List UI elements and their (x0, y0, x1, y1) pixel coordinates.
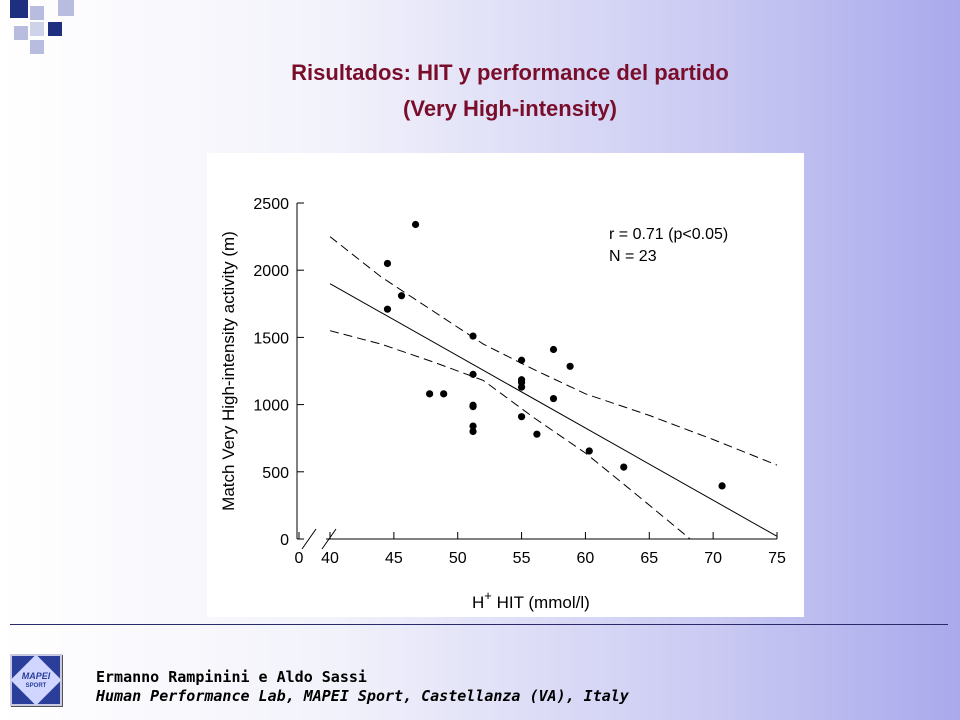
slide-subtitle: (Very High-intensity) (403, 96, 617, 121)
footer-authors: Ermanno Rampinini e Aldo Sassi (96, 668, 367, 686)
x-tick-label: 0 (295, 550, 304, 567)
scatter-point (566, 362, 574, 370)
scatter-point (469, 370, 477, 378)
y-tick-label: 0 (280, 532, 289, 549)
regression-line-group (329, 283, 778, 537)
scatter-point (383, 305, 392, 313)
mapei-logo: MAPEI SPORT (10, 654, 62, 706)
corner-decoration (0, 0, 90, 60)
chart-panel: 0 500 1000 1500 2000 2500 0 40 45 50 55 60 65 70 75 r … (207, 153, 804, 617)
deco-square-4 (14, 26, 28, 40)
x-axis-label-main: H (472, 593, 484, 612)
x-tick-label: 60 (577, 550, 595, 567)
x-axis-label: H+ HIT (mmol/l) (472, 588, 590, 612)
scatter-point (718, 482, 726, 490)
data-points (383, 220, 726, 490)
deco-square-7 (30, 40, 44, 54)
x-tick-label: 65 (640, 550, 658, 567)
axis-break-mark-2 (321, 528, 337, 550)
scatter-point (533, 430, 541, 438)
logo-subtext: SPORT (25, 683, 47, 689)
scatter-point (383, 259, 392, 268)
deco-square-6 (48, 22, 62, 36)
chart-axes: 0 500 1000 1500 2000 2500 0 40 45 50 55 60 65 70 75 (253, 196, 786, 567)
x-axis-label-rest: HIT (mmol/l) (492, 593, 590, 612)
footer-affiliation: Human Performance Lab, MAPEI Sport, Cast… (96, 687, 629, 705)
y-tick-label: 2500 (253, 196, 289, 213)
scatter-point (469, 422, 477, 430)
chart-labels: r = 0.71 (p<0.05) N = 23 H+ HIT (mmol/l)… (219, 226, 728, 612)
y-tick-label: 1500 (253, 330, 289, 347)
scatter-point (517, 413, 526, 421)
scatter-point (620, 463, 628, 471)
y-tick-label: 2000 (253, 263, 289, 280)
scatter-point (517, 356, 526, 364)
x-tick-label: 45 (385, 550, 403, 567)
deco-square-1 (10, 0, 28, 18)
scatter-chart: 0 500 1000 1500 2000 2500 0 40 45 50 55 60 65 70 75 r … (219, 196, 786, 612)
annotation-r: r = 0.71 (p<0.05) (609, 226, 728, 243)
regression-line (329, 283, 778, 537)
lower-confidence-band (329, 330, 691, 540)
slide-title: Risultados: HIT y performance del partid… (291, 60, 729, 85)
x-tick-label: 40 (321, 550, 339, 567)
logo-text: MAPEI (21, 671, 51, 681)
x-tick-label: 55 (513, 550, 531, 567)
upper-confidence-band (329, 236, 778, 466)
confidence-bands (329, 236, 778, 540)
scatter-point (426, 390, 434, 398)
x-axis-label-sup: + (484, 588, 492, 603)
deco-square-3 (58, 0, 74, 16)
axis-break-mark-1 (301, 528, 317, 550)
scatter-point (469, 403, 477, 411)
y-tick-label: 500 (262, 465, 289, 482)
scatter-point (517, 383, 526, 391)
scatter-point (585, 447, 593, 455)
footer-divider (10, 624, 948, 625)
scatter-point (549, 394, 558, 403)
scatter-point (397, 292, 406, 300)
scatter-point (549, 345, 558, 354)
y-axis-label: Match Very High-intensity activity (m) (219, 231, 238, 511)
x-tick-label: 50 (449, 550, 467, 567)
x-tick-label: 75 (768, 550, 786, 567)
scatter-point (411, 220, 420, 229)
annotation-n: N = 23 (609, 248, 657, 265)
scatter-point (440, 390, 448, 398)
scatter-point (469, 427, 477, 436)
y-tick-label: 1000 (253, 398, 289, 415)
deco-square-5 (30, 22, 44, 36)
scatter-point (469, 332, 477, 340)
deco-square-2 (30, 6, 44, 20)
x-tick-label: 70 (704, 550, 722, 567)
